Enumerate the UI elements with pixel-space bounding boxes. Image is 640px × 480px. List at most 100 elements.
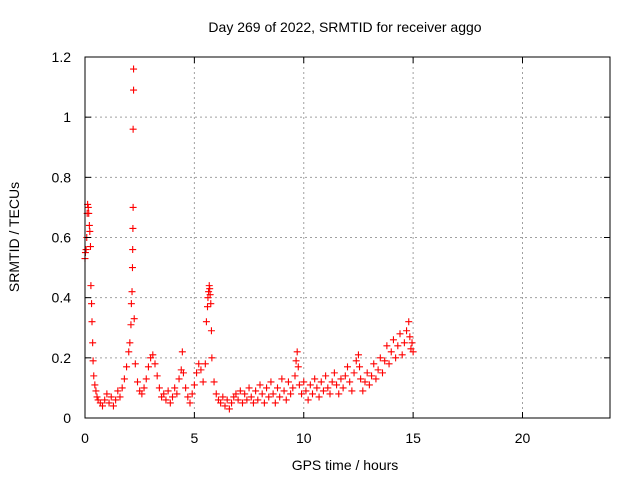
data-point [225,405,233,413]
data-point [348,387,356,395]
data-point [188,390,196,398]
data-point [85,221,93,229]
data-point [155,384,163,392]
data-point [184,393,192,401]
data-point [129,246,137,254]
x-tick-label: 5 [190,430,198,446]
data-point [341,372,349,380]
data-point [88,318,96,326]
data-point [317,378,325,386]
data-point [311,375,319,383]
data-point [171,384,179,392]
data-point [207,327,215,335]
data-point [223,396,231,404]
data-point [333,381,341,389]
data-point [195,360,203,368]
data-point [389,336,397,344]
data-point [298,390,306,398]
data-point [82,246,90,254]
data-point [112,396,120,404]
data-point [87,282,95,290]
data-point [101,396,109,404]
data-point [280,387,288,395]
data-point [129,125,137,133]
y-tick-label: 1.2 [52,49,72,65]
data-point [142,375,150,383]
data-point [408,339,416,347]
data-point [182,384,190,392]
data-point [140,384,148,392]
data-point [263,384,271,392]
data-point [160,390,168,398]
data-point [385,360,393,368]
data-point [128,264,136,272]
data-point [260,399,268,407]
data-point [90,372,98,380]
data-point [130,86,138,94]
data-point [208,354,216,362]
data-point [86,227,94,235]
data-point [267,378,275,386]
data-point [356,363,364,371]
data-point [241,390,249,398]
data-point [99,402,106,410]
data-point [202,318,210,326]
chart-title: Day 269 of 2022, SRMTID for receiver agg… [208,19,481,35]
data-point [346,378,354,386]
data-point [144,363,152,371]
data-point [126,339,134,347]
data-point [118,384,126,392]
data-point [372,375,380,383]
data-point [309,390,316,398]
data-point [201,360,209,368]
data-point [370,360,378,368]
data-point [326,390,334,398]
data-point [381,357,389,365]
data-point [322,372,330,380]
data-point [162,396,170,404]
data-point [398,351,406,359]
data-point [219,393,227,401]
data-point [123,363,131,371]
data-point [232,390,240,398]
data-point [383,342,391,350]
data-point [92,387,100,395]
data-point [274,384,281,392]
data-point [396,330,404,338]
data-point [86,243,94,251]
data-point [173,390,181,398]
data-point [319,387,327,395]
data-point [335,390,343,398]
data-point [127,321,135,329]
data-point [169,393,176,401]
data-point [258,390,266,398]
data-point [313,384,321,392]
data-point [265,393,273,401]
data-point [359,387,367,395]
data-point [245,384,253,392]
data-point [379,369,386,377]
data-point [127,300,135,308]
data-point [365,381,373,389]
data-point [387,348,395,356]
data-point [403,327,411,335]
data-point [363,369,371,377]
data-point [306,381,314,389]
data-point [352,357,360,365]
x-axis-label: GPS time / hours [292,457,399,473]
data-point [84,203,92,211]
data-point [175,375,183,383]
data-point [221,402,229,410]
data-point [116,393,124,401]
data-point [271,399,279,407]
x-tick-label: 20 [515,430,531,446]
data-point [107,393,115,401]
data-point [205,288,213,296]
y-tick-label: 0.2 [52,350,72,366]
data-point [129,224,137,232]
y-tick-label: 0 [63,410,71,426]
data-point [234,396,242,404]
data-point [294,363,302,371]
